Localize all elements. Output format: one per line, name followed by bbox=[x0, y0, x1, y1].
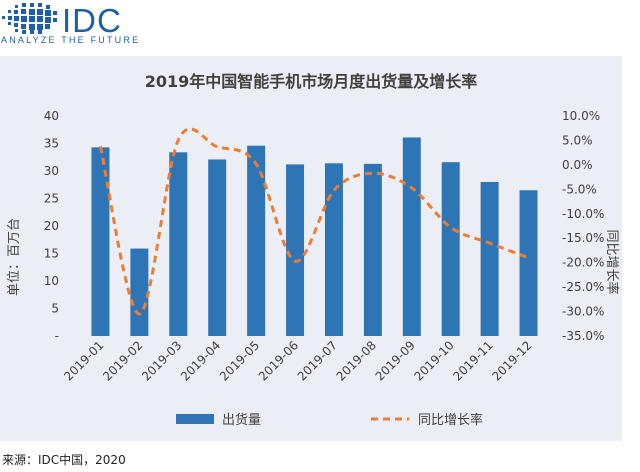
bar bbox=[208, 159, 227, 336]
y2-tick-label: 0.0% bbox=[562, 158, 593, 172]
y2-tick-label: 5.0% bbox=[562, 133, 593, 147]
x-tick-label: 2019-02 bbox=[100, 338, 145, 383]
idc-logo: IDC ANALYZE THE FUTURE bbox=[0, 0, 160, 48]
legend: 出货量 同比增长率 bbox=[176, 412, 483, 428]
bar bbox=[402, 137, 421, 336]
x-tick-label: 2019-06 bbox=[256, 338, 301, 383]
y-tick-label: 15 bbox=[44, 247, 59, 261]
y-tick-label: - bbox=[55, 329, 59, 343]
bar bbox=[169, 152, 188, 336]
y2-tick-label: -35.0% bbox=[562, 329, 604, 343]
y2-axis-label: 同比增长率 bbox=[604, 229, 620, 294]
growth-rate-line bbox=[98, 127, 530, 316]
bar bbox=[480, 182, 499, 336]
x-tick-label: 2019-09 bbox=[373, 338, 418, 383]
y-axis-ticks: - 5 10 15 20 25 30 35 40 bbox=[44, 109, 59, 343]
y2-tick-label: -15.0% bbox=[562, 231, 604, 245]
bar bbox=[130, 248, 149, 336]
y2-tick-label: 10.0% bbox=[562, 109, 600, 123]
bar bbox=[286, 164, 305, 336]
x-tick-label: 2019-01 bbox=[61, 338, 106, 383]
legend-label-line: 同比增长率 bbox=[418, 412, 483, 428]
chart: 2019年中国智能手机市场月度出货量及增长率 单位：百万台 同比增长率 - 5 10… bbox=[7, 72, 620, 428]
y-axis-label: 单位：百万台 bbox=[7, 218, 22, 296]
bar-series bbox=[91, 137, 538, 336]
x-tick-label: 2019-03 bbox=[139, 338, 184, 383]
y-tick-label: 35 bbox=[44, 137, 59, 151]
source-note: 来源：IDC中国，2020 bbox=[2, 453, 126, 467]
x-tick-label: 2019-12 bbox=[489, 338, 534, 383]
bar bbox=[441, 162, 460, 336]
y-tick-label: 20 bbox=[44, 219, 59, 233]
x-tick-label: 2019-11 bbox=[450, 338, 495, 383]
chart-title: 2019年中国智能手机市场月度出货量及增长率 bbox=[145, 72, 478, 91]
x-tick-label: 2019-04 bbox=[178, 338, 223, 383]
bar bbox=[519, 190, 538, 336]
x-axis-ticks: 2019-012019-022019-032019-042019-052019-… bbox=[61, 338, 534, 383]
y-tick-label: 5 bbox=[51, 302, 59, 316]
x-tick-label: 2019-05 bbox=[217, 338, 262, 383]
y2-tick-label: -25.0% bbox=[562, 280, 604, 294]
bar bbox=[324, 163, 343, 336]
y-tick-label: 30 bbox=[44, 164, 59, 178]
y2-tick-label: -10.0% bbox=[562, 207, 604, 221]
legend-label-bar: 出货量 bbox=[222, 412, 261, 428]
legend-swatch-bar bbox=[176, 414, 214, 424]
bar bbox=[363, 163, 382, 336]
bar bbox=[91, 147, 110, 336]
logo-text: IDC bbox=[62, 2, 122, 39]
logo-tagline: ANALYZE THE FUTURE bbox=[1, 35, 141, 45]
y2-tick-label: -30.0% bbox=[562, 305, 604, 319]
y-tick-label: 25 bbox=[44, 192, 59, 206]
x-tick-label: 2019-07 bbox=[295, 338, 340, 383]
bar bbox=[247, 145, 266, 336]
y-tick-label: 10 bbox=[44, 274, 59, 288]
x-tick-label: 2019-08 bbox=[334, 338, 379, 383]
y2-axis-ticks: -35.0% -30.0% -25.0% -20.0% -15.0% -10.0% -5.0… bbox=[562, 109, 604, 343]
globe-grid-icon bbox=[2, 3, 57, 34]
y-tick-label: 40 bbox=[44, 109, 59, 123]
y2-tick-label: -5.0% bbox=[562, 182, 597, 196]
x-tick-label: 2019-10 bbox=[411, 338, 456, 383]
y2-tick-label: -20.0% bbox=[562, 256, 604, 270]
